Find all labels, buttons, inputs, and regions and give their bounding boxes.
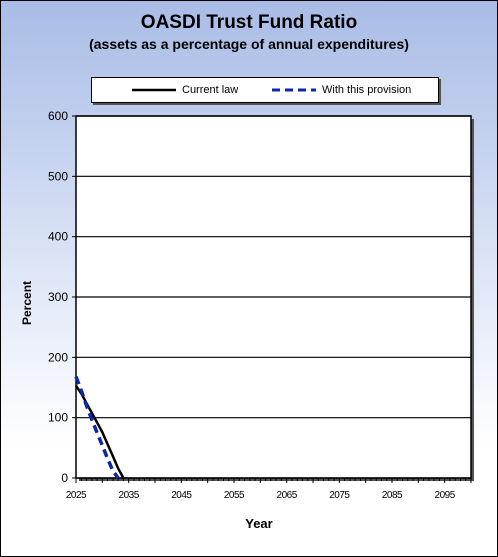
chart-title: OASDI Trust Fund Ratio — [140, 12, 358, 33]
x-tick-label: 2085 — [382, 490, 403, 501]
y-tick-label: 400 — [48, 230, 68, 244]
x-tick-label: 2065 — [277, 490, 298, 501]
y-tick-label: 100 — [48, 411, 68, 425]
y-tick-label: 600 — [48, 109, 68, 123]
series-line-current-law — [74, 384, 125, 479]
x-axis-label: Year — [245, 516, 273, 531]
y-axis-label: Percent — [20, 280, 34, 325]
y-tick-label: 0 — [61, 471, 68, 485]
chart-subtitle: (assets as a percentage of annual expend… — [89, 36, 409, 52]
x-tick-label: 2035 — [119, 490, 140, 501]
legend-swatch-current-law — [132, 88, 176, 92]
series-line-with-provision — [74, 375, 120, 480]
legend-item-current-law: Current law — [132, 78, 238, 102]
legend-label-with-provision: With this provision — [322, 84, 412, 96]
x-tick-label: 2075 — [329, 490, 350, 501]
y-tick-label: 200 — [48, 350, 68, 364]
x-tick-label: 2025 — [66, 490, 87, 501]
chart-legend: Current law With this provision — [91, 77, 439, 103]
x-tick-label: 2055 — [224, 490, 245, 501]
x-tick-label: 2095 — [435, 490, 456, 501]
legend-item-with-provision: With this provision — [272, 78, 411, 102]
legend-swatch-with-provision — [272, 88, 316, 92]
legend-label-current-law: Current law — [182, 84, 239, 96]
y-tick-label: 300 — [48, 290, 68, 304]
y-tick-label: 500 — [48, 169, 68, 183]
x-tick-label: 2045 — [171, 490, 192, 501]
